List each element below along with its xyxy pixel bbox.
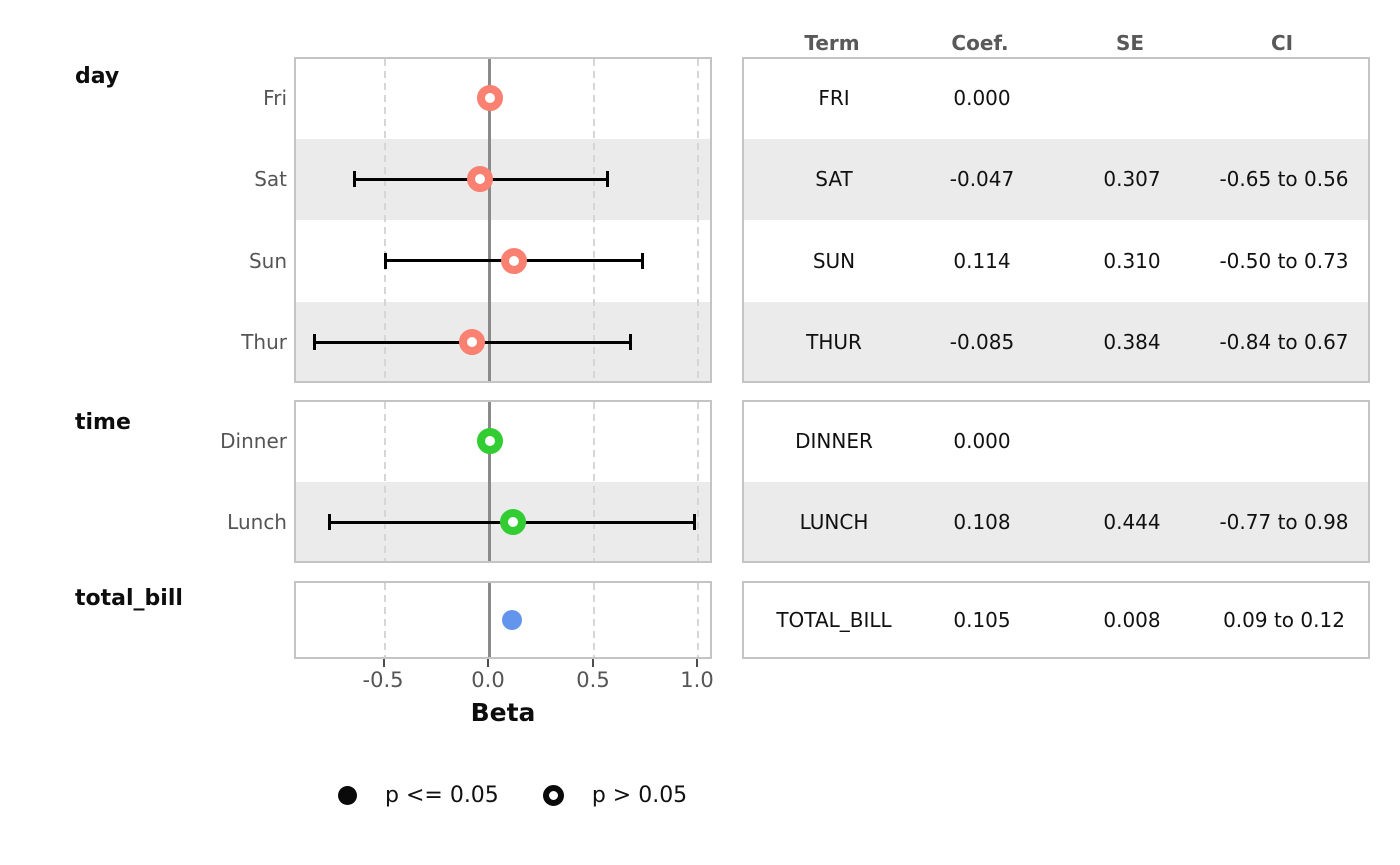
table-cell-fri-term: FRI	[818, 85, 850, 110]
table-header-ci: CI	[1270, 31, 1294, 55]
table-cell-sun-coef: 0.114	[953, 248, 1011, 273]
ci-cap-high	[628, 334, 632, 351]
row-label-thur: Thur	[241, 330, 287, 355]
row-stripe	[744, 138, 1368, 220]
open-circle-icon	[542, 785, 564, 806]
row-label-sat: Sat	[254, 167, 287, 192]
table-cell-sun-term: SUN	[812, 248, 856, 273]
table-cell-lunch-term: LUNCH	[799, 510, 869, 535]
group-label-total-bill: total_bill	[75, 586, 183, 611]
x-tick-label: 0.0	[471, 668, 505, 692]
legend-item-not-significant: p > 0.05	[542, 783, 688, 808]
dashed-gridline	[592, 583, 595, 657]
row-label-lunch: Lunch	[227, 510, 287, 535]
x-axis-tickmark	[382, 659, 385, 667]
dashed-gridline	[592, 402, 595, 561]
ci-cap-low	[384, 252, 387, 269]
row-stripe	[744, 301, 1368, 381]
point-marker-sat	[467, 166, 494, 193]
legend: p <= 0.05 p > 0.05	[338, 783, 687, 808]
table-cell-fri-coef: 0.000	[953, 85, 1011, 110]
ci-cap-low	[312, 334, 316, 351]
x-axis-tickmark	[591, 659, 594, 667]
table-header-coef: Coef.	[951, 31, 1009, 55]
dashed-gridline	[697, 59, 699, 381]
legend-label: p > 0.05	[591, 783, 688, 808]
ci-cap-low	[352, 171, 356, 188]
zero-reference-line	[488, 59, 491, 381]
x-tick-label: 1.0	[680, 668, 714, 692]
ci-cap-high	[605, 171, 609, 188]
point-marker-fri	[477, 84, 503, 111]
x-axis-label: Beta	[470, 698, 536, 727]
legend-label: p <= 0.05	[385, 783, 499, 808]
plot-panel-time	[294, 400, 712, 563]
filled-circle-icon	[338, 786, 357, 805]
point-marker-total_bill	[501, 610, 522, 630]
ci-cap-high	[641, 252, 645, 269]
x-axis-tickmark	[696, 659, 698, 667]
row-label-sun: Sun	[248, 248, 287, 273]
zero-reference-line	[488, 402, 491, 561]
ci-cap-low	[327, 514, 331, 531]
x-axis-tickmark	[487, 659, 489, 667]
point-marker-lunch	[499, 509, 526, 536]
point-marker-dinner	[477, 427, 503, 454]
dashed-gridline	[697, 583, 699, 657]
table-cell-total_bill-ci: 0.09 to 0.12	[1223, 608, 1345, 632]
table-cell-total_bill-term: TOTAL_BILL	[776, 608, 892, 632]
table-panel-total-bill: TOTAL_BILL 0.105 0.008 0.09 to 0.12	[742, 581, 1370, 659]
legend-item-significant: p <= 0.05	[338, 783, 499, 808]
row-label-fri: Fri	[263, 85, 287, 110]
plot-panel-day	[294, 57, 712, 383]
table-cell-thur-ci: -0.84 to 0.67	[1219, 330, 1349, 355]
table-cell-dinner-term: DINNER	[795, 428, 873, 453]
table-panel-time: DINNER 0.000 LUNCH 0.108 0.444 -0.77 to 0.98	[742, 400, 1370, 563]
table-cell-sun-se: 0.310	[1103, 248, 1161, 273]
table-cell-dinner-coef: 0.000	[953, 428, 1011, 453]
table-cell-lunch-ci: -0.77 to 0.98	[1219, 510, 1349, 535]
dashed-gridline	[383, 583, 386, 657]
point-marker-sun	[500, 247, 527, 274]
zero-reference-line	[488, 583, 491, 657]
table-cell-thur-se: 0.384	[1103, 330, 1161, 355]
table-header-se: SE	[1115, 31, 1145, 55]
group-label-time: time	[75, 410, 131, 435]
row-stripe	[744, 481, 1368, 561]
table-cell-lunch-se: 0.444	[1103, 510, 1161, 535]
table-cell-thur-term: THUR	[806, 330, 862, 355]
table-cell-total_bill-coef: 0.105	[953, 608, 1011, 632]
table-cell-sat-term: SAT	[815, 167, 853, 192]
dashed-gridline	[697, 402, 699, 561]
table-cell-total_bill-se: 0.008	[1103, 608, 1161, 632]
table-header-term: Term	[804, 31, 860, 55]
table-cell-sat-coef: -0.047	[949, 167, 1015, 192]
dashed-gridline	[592, 59, 595, 381]
point-marker-thur	[459, 329, 486, 356]
row-label-dinner: Dinner	[220, 428, 287, 453]
dashed-gridline	[383, 59, 386, 381]
table-cell-sun-ci: -0.50 to 0.73	[1219, 248, 1349, 273]
x-tick-label: -0.5	[362, 668, 404, 692]
table-cell-sat-se: 0.307	[1103, 167, 1161, 192]
table-cell-sat-ci: -0.65 to 0.56	[1219, 167, 1349, 192]
plot-panel-total-bill	[294, 581, 712, 659]
table-cell-thur-coef: -0.085	[949, 330, 1015, 355]
group-label-day: day	[75, 64, 120, 89]
ci-cap-high	[693, 514, 697, 531]
x-tick-label: 0.5	[576, 668, 610, 692]
table-cell-lunch-coef: 0.108	[953, 510, 1011, 535]
dashed-gridline	[383, 402, 386, 561]
table-panel-day: FRI 0.000 SAT -0.047 0.307 -0.65 to 0.56 SUN 0.…	[742, 57, 1370, 383]
